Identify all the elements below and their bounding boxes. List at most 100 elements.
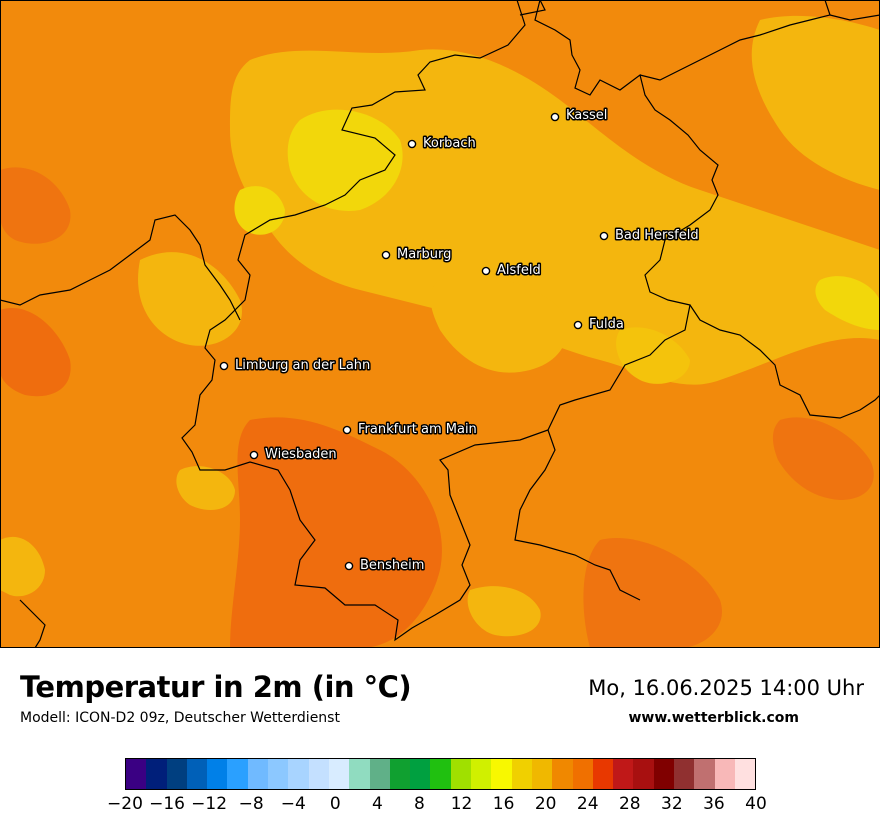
city-label-alsfeld: Alsfeld (497, 263, 541, 278)
city-korbach[interactable]: Korbach (407, 135, 477, 153)
model-source: Modell: ICON-D2 09z, Deutscher Wetterdie… (20, 710, 340, 726)
temperature-map[interactable]: Kassel Korbach Bad Hersfeld Marburg Alsf… (0, 0, 880, 648)
colorbar-segment (288, 759, 309, 789)
colorbar-tick-label: −12 (191, 794, 228, 814)
colorbar-tick-label: 16 (492, 794, 515, 814)
temp-zone-24 (230, 417, 442, 648)
temperature-field (0, 15, 880, 648)
map-title: Temperatur in 2m (in °C) (20, 670, 412, 704)
colorbar-segment (633, 759, 654, 789)
colorbar-tick-label: 36 (703, 794, 725, 814)
southeast-border (514, 429, 641, 601)
temp-zone-24 (0, 167, 71, 244)
colorbar-segment (410, 759, 431, 789)
temp-zone-20 (430, 276, 568, 373)
temp-zone-24 (0, 308, 71, 397)
forecast-datetime: Mo, 16.06.2025 14:00 Uhr (588, 676, 864, 700)
temp-zone-18 (815, 276, 880, 330)
hesse-border (181, 0, 719, 642)
city-label-kassel: Kassel (566, 108, 607, 123)
colorbar-segment (166, 759, 187, 789)
colorbar-tick-label: 8 (414, 794, 425, 814)
temp-zone-20 (467, 586, 541, 637)
temp-zone-24 (772, 417, 874, 500)
city-labels: Kassel Korbach Bad Hersfeld Marburg Alsf… (219, 107, 700, 575)
colorbar-segment (450, 759, 472, 789)
north-border (519, 0, 546, 16)
colorbar-segment (308, 759, 329, 789)
west-border (0, 214, 241, 321)
northeast-border (639, 0, 831, 81)
colorbar-tick-label: 24 (576, 794, 599, 814)
city-label-bad-hersfeld: Bad Hersfeld (615, 228, 699, 243)
colorbar-segment (653, 759, 675, 789)
colorbar-segment (186, 759, 208, 789)
city-kassel[interactable]: Kassel (550, 107, 609, 125)
colorbar-segment (531, 759, 553, 789)
colorbar-tick-label: 4 (371, 794, 383, 814)
colorbar-tick-label: −4 (280, 794, 306, 814)
city-limburg[interactable]: Limburg an der Lahn (219, 357, 372, 375)
colorbar-tick-label: 0 (329, 794, 341, 814)
temp-zone-20 (0, 536, 45, 597)
colorbar-segment (613, 759, 634, 789)
city-label-limburg: Limburg an der Lahn (235, 358, 370, 373)
city-label-fulda: Fulda (589, 317, 624, 332)
city-label-wiesbaden: Wiesbaden (265, 447, 337, 462)
colorbar-tick-label: −8 (238, 794, 264, 814)
colorbar-segment (430, 759, 451, 789)
colorbar-segment (471, 759, 492, 789)
colorbar-segment (491, 759, 512, 789)
website-link[interactable]: www.wetterblick.com (628, 710, 800, 726)
colorbar-segment (349, 759, 370, 789)
city-bensheim[interactable]: Bensheim (344, 557, 426, 575)
city-marburg[interactable]: Marburg (381, 246, 453, 264)
colorbar-tick-label: 12 (450, 794, 473, 814)
colorbar-segment (328, 759, 350, 789)
colorbar-segment (227, 759, 248, 789)
city-label-marburg: Marburg (397, 247, 451, 262)
temp-zone-18 (234, 186, 285, 235)
colorbar-segment (572, 759, 593, 789)
temp-zone-18 (616, 327, 690, 384)
colorbar-segment (389, 759, 411, 789)
colorbar-segment (126, 759, 147, 789)
city-alsfeld[interactable]: Alsfeld (481, 262, 542, 280)
colorbar-segment (207, 759, 228, 789)
southwest-border (19, 599, 46, 648)
temp-zone-24 (583, 538, 722, 648)
colorbar-segment (247, 759, 269, 789)
colorbar-segment (694, 759, 715, 789)
colorbar-ticks: −20 −16 −12 −8 −4 0 4 8 12 16 20 24 28 32 36 40 (0, 794, 880, 824)
northeast-border-2 (829, 14, 880, 21)
colorbar-segment (552, 759, 573, 789)
city-frankfurt[interactable]: Frankfurt am Main (342, 421, 478, 439)
city-fulda[interactable]: Fulda (573, 316, 625, 334)
temp-zone-20 (176, 466, 235, 510)
colorbar-tick-label: −16 (149, 794, 186, 814)
east-border (689, 304, 880, 419)
temp-zone-20 (751, 15, 880, 190)
colorbar-tick-label: −20 (107, 794, 143, 814)
colorbar-segment (268, 759, 289, 789)
colorbar-segment (369, 759, 390, 789)
temp-zone-20 (138, 252, 242, 346)
state-borders (0, 0, 880, 648)
colorbar-tick-label: 40 (745, 794, 767, 814)
colorbar-tick-label: 32 (661, 794, 683, 814)
city-label-bensheim: Bensheim (360, 558, 424, 573)
city-bad-hersfeld[interactable]: Bad Hersfeld (599, 227, 700, 245)
colorbar-tick-label: 28 (618, 794, 641, 814)
colorbar-segment (674, 759, 695, 789)
colorbar-segment (511, 759, 532, 789)
city-wiesbaden[interactable]: Wiesbaden (249, 446, 338, 464)
colorbar-segment (146, 759, 167, 789)
city-label-frankfurt: Frankfurt am Main (358, 422, 477, 437)
city-label-korbach: Korbach (423, 136, 476, 151)
colorbar-segment (714, 759, 735, 789)
map-canvas: Kassel Korbach Bad Hersfeld Marburg Alsf… (0, 0, 880, 648)
colorbar-segment (592, 759, 614, 789)
colorbar (125, 758, 756, 790)
colorbar-tick-label: 20 (534, 794, 557, 814)
colorbar-segment (734, 759, 756, 789)
